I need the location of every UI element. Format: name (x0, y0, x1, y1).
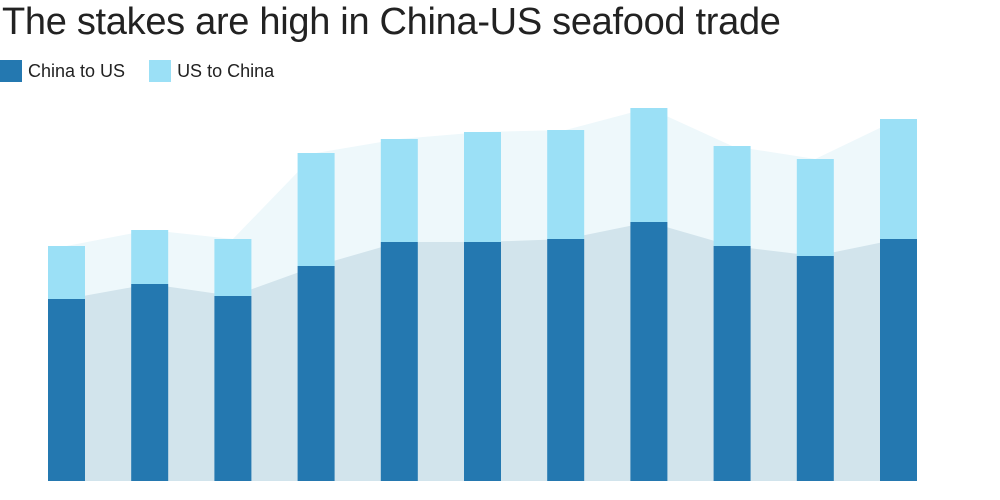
bar-us-to-china (48, 246, 85, 299)
bar-china-to-us (48, 299, 85, 481)
chart-title: The stakes are high in China-US seafood … (2, 1, 781, 43)
bar-china-to-us (630, 222, 668, 481)
bar-us-to-china (131, 230, 169, 284)
bar-china-to-us (796, 256, 834, 481)
bar-china-to-us (464, 242, 501, 481)
bar-china-to-us (297, 266, 335, 481)
bar-us-to-china (547, 130, 585, 239)
bar-china-to-us (713, 246, 751, 481)
bar-us-to-china (630, 108, 668, 222)
bar-us-to-china (380, 139, 418, 242)
bar-us-to-china (464, 132, 501, 242)
legend-label-china-to-us: China to US (28, 60, 126, 81)
bar-china-to-us (547, 239, 585, 481)
bar-china-to-us (131, 284, 169, 481)
legend: China to US US to China (0, 60, 298, 82)
bar-us-to-china (297, 153, 335, 266)
bar-china-to-us (214, 296, 252, 481)
bar-us-to-china (214, 239, 252, 296)
legend-label-us-to-china: US to China (177, 60, 275, 81)
legend-swatch-china-to-us (0, 60, 22, 82)
legend-item-china-to-us: China to US (0, 60, 125, 82)
bar-china-to-us (380, 242, 418, 481)
legend-item-us-to-china: US to China (149, 60, 274, 82)
legend-swatch-us-to-china (149, 60, 172, 82)
bar-china-to-us (880, 239, 917, 481)
bar-us-to-china (880, 119, 917, 239)
bar-us-to-china (796, 159, 834, 256)
bar-us-to-china (713, 146, 751, 246)
